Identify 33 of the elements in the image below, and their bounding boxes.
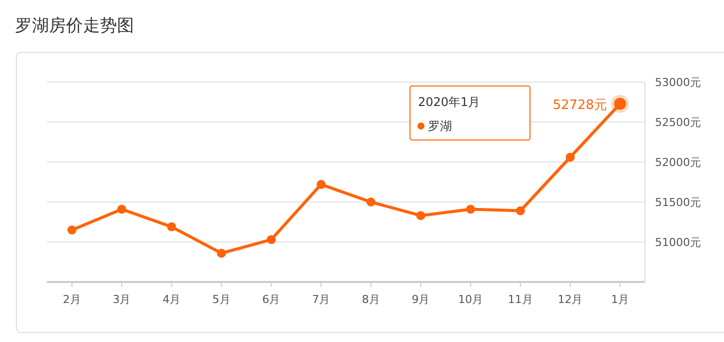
chart-title: 罗湖房价走势图 xyxy=(15,16,134,36)
annotation: 2020年1月 xyxy=(418,95,480,109)
y-tick-label: 51500元 xyxy=(655,196,701,209)
point xyxy=(566,152,575,162)
point xyxy=(167,222,176,232)
x-tick-label: 2月 xyxy=(62,293,81,306)
x-tick-label: 11月 xyxy=(508,293,533,306)
x-tick-label: 5月 xyxy=(212,293,230,306)
point xyxy=(516,206,525,216)
tooltip: 2020年1月 罗湖 xyxy=(410,86,530,140)
x-tick-label: 7月 xyxy=(312,293,330,306)
point xyxy=(466,204,476,214)
y-tick-label: 51000元 xyxy=(655,236,701,249)
point xyxy=(266,235,276,244)
x-tick-label: 8月 xyxy=(362,293,380,306)
x-tick-label: 1月 xyxy=(611,293,630,306)
x-tick-label: 3月 xyxy=(112,293,131,306)
y-tick-label: 52500元 xyxy=(655,116,701,129)
x-tick-label: 4月 xyxy=(162,293,181,306)
legend-label: 罗湖 xyxy=(428,119,452,133)
x-tick-label: 12月 xyxy=(558,293,583,306)
point xyxy=(416,211,426,220)
x-tick-label: 10月 xyxy=(458,293,484,306)
point xyxy=(117,204,126,214)
x-tick-label: 9月 xyxy=(412,293,430,306)
x-tick-label: 6月 xyxy=(262,293,280,306)
point xyxy=(216,248,226,258)
y-tick-label: 52000元 xyxy=(655,156,701,169)
y-tick-label: 53000元 xyxy=(655,76,701,89)
point xyxy=(67,226,76,234)
point xyxy=(316,180,326,189)
data-label: 52728元 xyxy=(552,98,608,113)
point xyxy=(366,198,376,206)
